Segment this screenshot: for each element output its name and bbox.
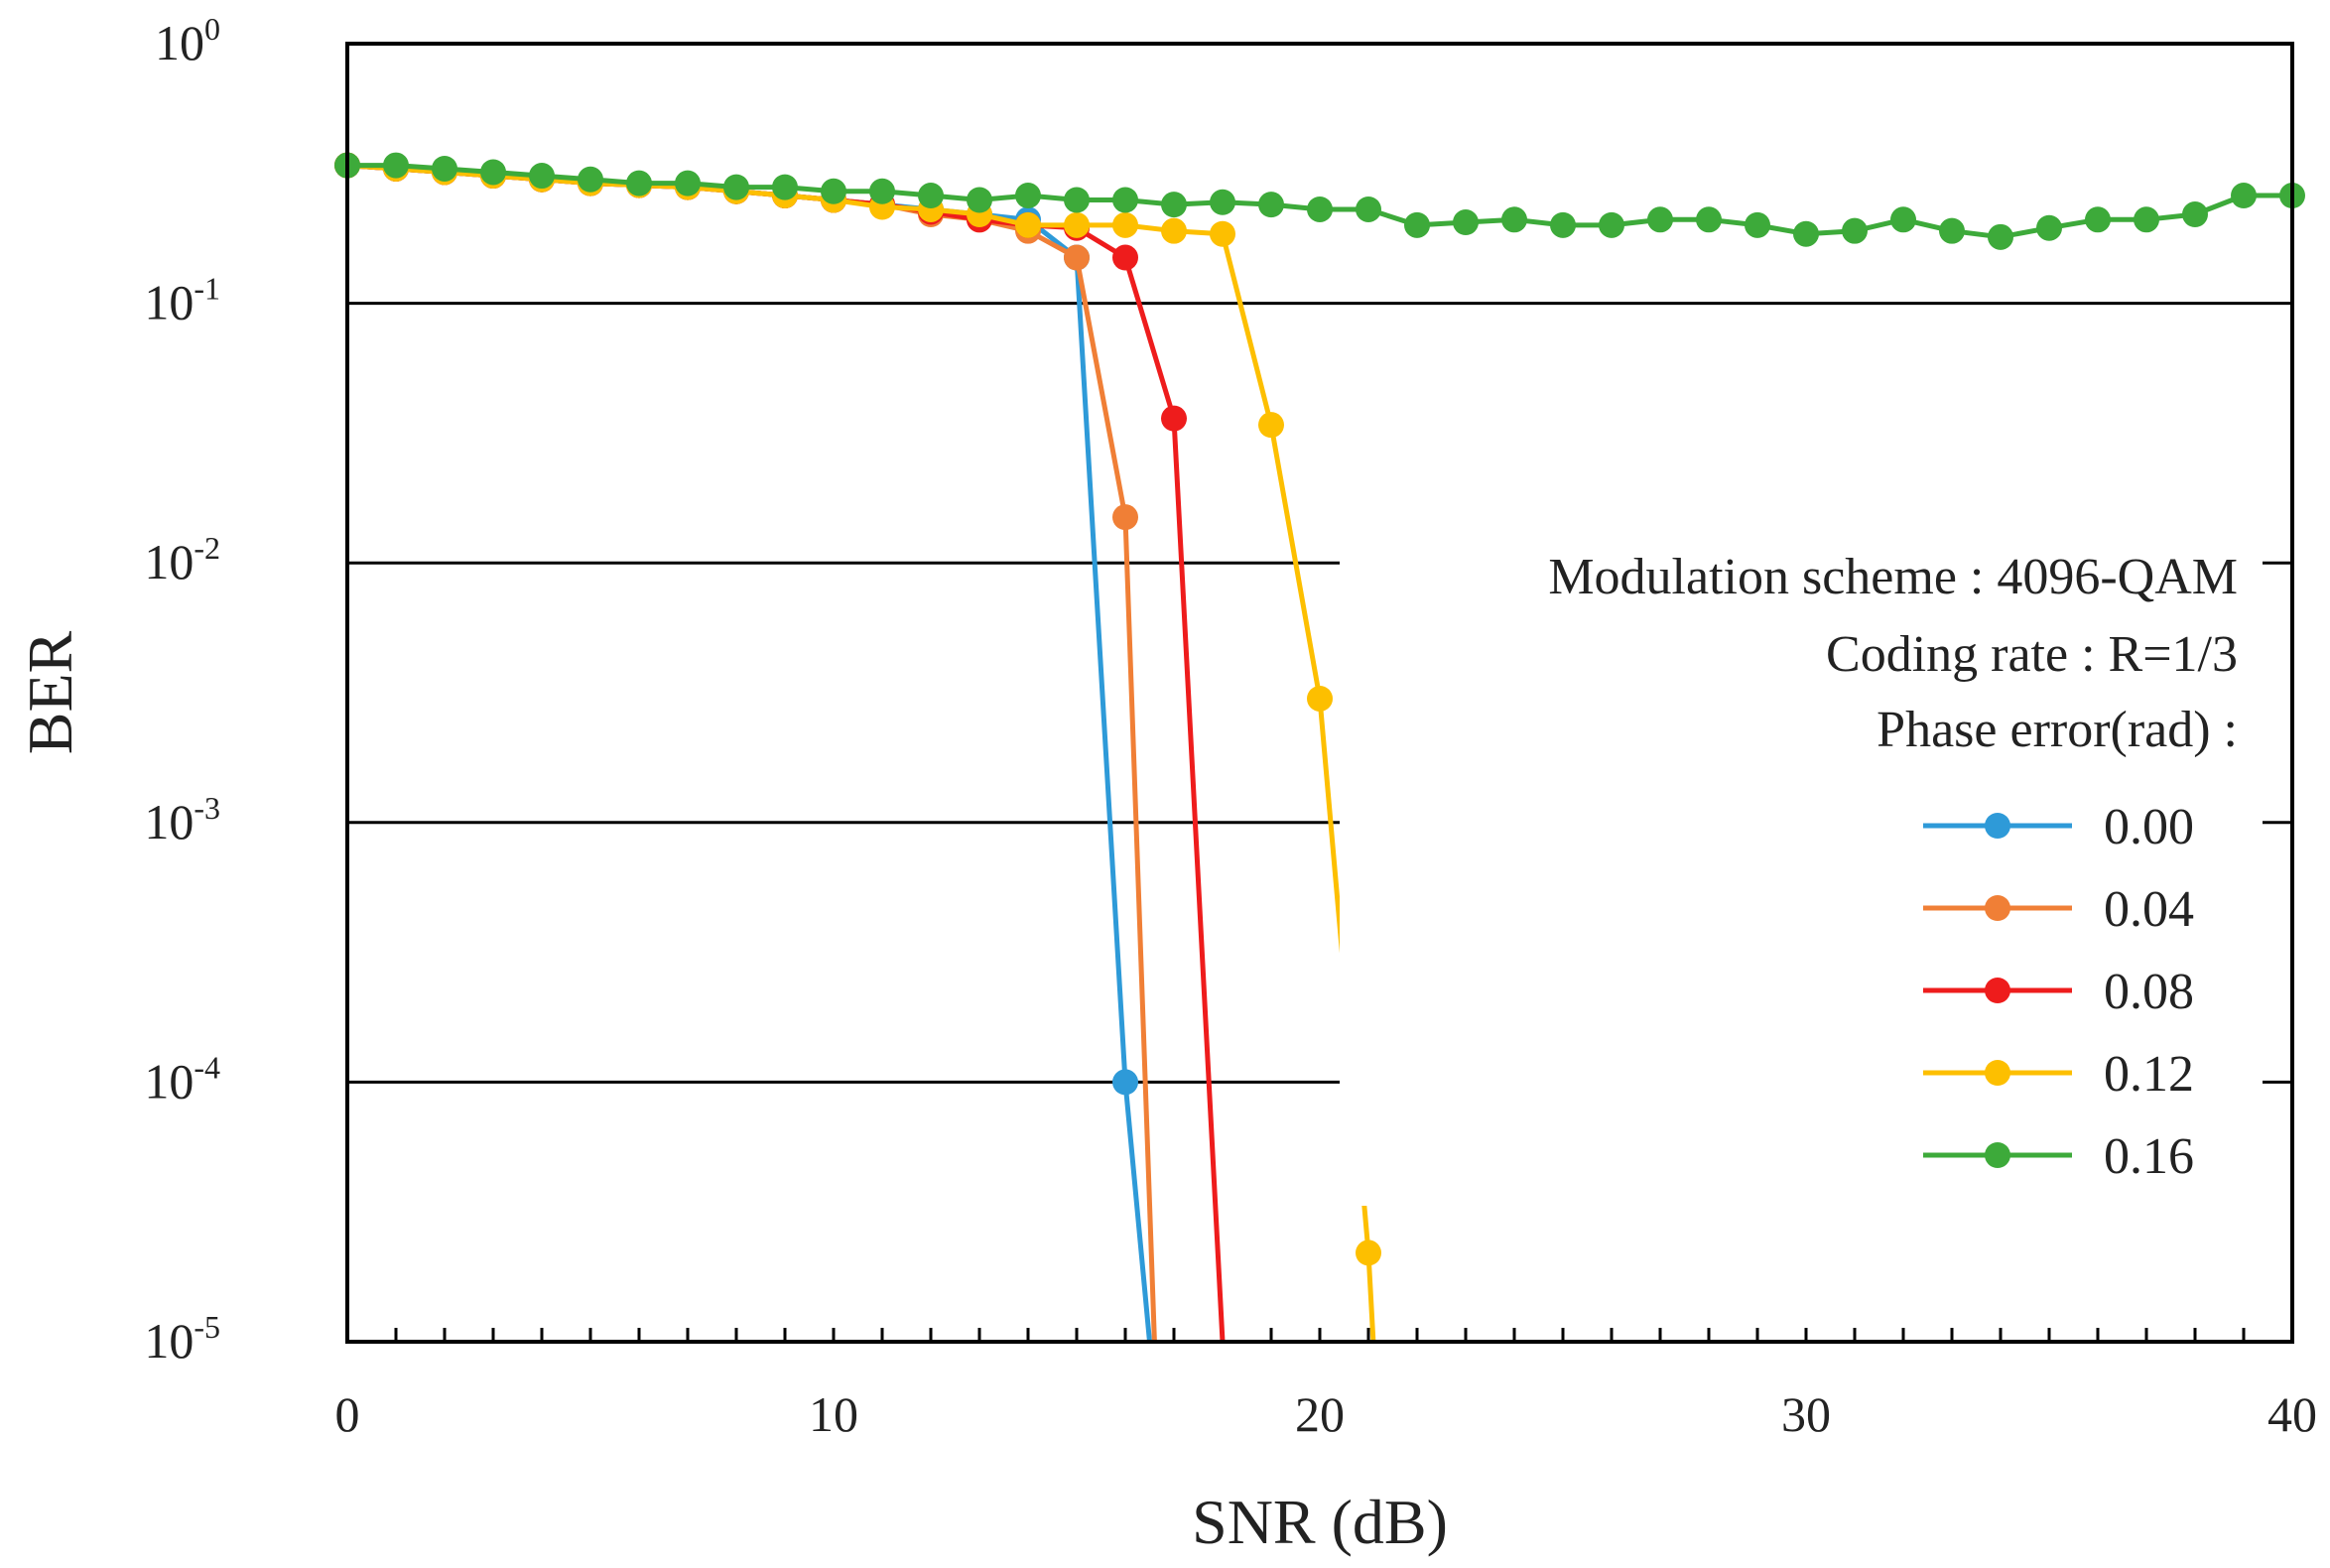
legend-label: 0.16 — [2104, 1128, 2194, 1185]
x-tick-label: 0 — [335, 1386, 360, 1442]
axis-ticks — [345, 1328, 2294, 1342]
data-point — [1307, 685, 1333, 712]
data-point — [967, 187, 992, 213]
legend-item: 0.16 — [1923, 1128, 2194, 1185]
legend-label: 0.08 — [2104, 964, 2194, 1020]
data-point — [1161, 217, 1187, 244]
data-point — [1064, 187, 1090, 213]
data-point — [1112, 187, 1138, 213]
data-point — [1404, 211, 1430, 238]
series-line — [346, 163, 1376, 1343]
series-0.00 — [334, 152, 1152, 1343]
y-tick-label: 10-1 — [144, 271, 220, 330]
data-point — [1161, 405, 1187, 432]
legend-marker — [1985, 895, 2010, 921]
data-point — [480, 159, 506, 186]
series-0.04 — [334, 152, 1157, 1343]
legend-label: 0.12 — [2104, 1046, 2194, 1103]
data-point — [1307, 196, 1333, 222]
data-point — [1210, 220, 1235, 247]
data-point — [1112, 1069, 1138, 1096]
x-axis-title: SNR (dB) — [1192, 1487, 1448, 1557]
data-point — [1501, 206, 1527, 233]
legend-marker — [1985, 813, 2010, 839]
data-point — [1939, 217, 1965, 244]
data-point — [1745, 211, 1770, 238]
data-point — [918, 183, 944, 209]
data-point — [1988, 223, 2013, 250]
annotation-phase-error: Phase error(rad) : — [1877, 702, 2238, 758]
data-point — [1258, 192, 1284, 218]
data-point — [1356, 196, 1381, 222]
data-point — [578, 166, 603, 193]
data-point — [772, 174, 798, 200]
legend-item: 0.00 — [1923, 799, 2194, 855]
legend-item: 0.08 — [1923, 964, 2194, 1020]
x-tick-label: 10 — [809, 1386, 858, 1442]
legend-marker — [1985, 1142, 2010, 1168]
data-point — [529, 163, 555, 190]
legend-label: 0.00 — [2104, 799, 2194, 855]
legend-background — [1340, 531, 2263, 1206]
data-point — [1696, 206, 1722, 233]
data-point — [1112, 211, 1138, 238]
data-point — [432, 155, 457, 182]
series-0.16 — [334, 152, 2305, 250]
x-tick-label: 40 — [2267, 1386, 2317, 1442]
legend-marker — [1985, 978, 2010, 1003]
data-point — [2182, 201, 2208, 228]
data-point — [1842, 217, 1868, 244]
x-tick-labels: 0 10 20 30 40 — [335, 1386, 2318, 1442]
legend-item: 0.04 — [1923, 881, 2194, 938]
y-tick-label: 10-5 — [144, 1309, 220, 1369]
data-point — [2085, 206, 2111, 233]
series-line — [346, 163, 1157, 1343]
data-point — [1356, 1240, 1381, 1266]
annotation-modulation: Modulation scheme : 4096-QAM — [1548, 549, 2238, 605]
data-point — [2134, 206, 2159, 233]
data-point — [1258, 412, 1284, 439]
series-0.12 — [334, 152, 1381, 1343]
data-point — [1890, 206, 1916, 233]
y-tick-label: 100 — [155, 11, 220, 70]
x-tick-label: 20 — [1295, 1386, 1345, 1442]
x-tick-label: 30 — [1781, 1386, 1831, 1442]
legend: 0.00 0.04 0.08 0.12 0.16 — [1923, 799, 2194, 1185]
series-line — [346, 163, 1152, 1343]
data-point — [1453, 209, 1479, 236]
data-point — [1550, 211, 1576, 238]
y-tick-label: 10-3 — [144, 790, 220, 849]
data-point — [626, 170, 652, 196]
data-point — [1015, 183, 1041, 209]
data-point — [1793, 220, 1819, 247]
data-point — [2036, 214, 2062, 241]
data-point — [1647, 206, 1673, 233]
legend-item: 0.12 — [1923, 1046, 2194, 1103]
legend-marker — [1985, 1060, 2010, 1086]
data-point — [821, 178, 846, 204]
data-point — [1064, 211, 1090, 238]
data-point — [1064, 244, 1090, 271]
series-lines — [334, 152, 2305, 1343]
y-axis-title: BER — [15, 630, 85, 754]
data-point — [383, 152, 409, 179]
data-point — [1210, 189, 1235, 215]
data-point — [1599, 211, 1624, 238]
plot-frame — [345, 42, 2294, 1344]
y-tick-label: 10-2 — [144, 530, 220, 589]
y-tick-labels: 100 10-1 10-2 10-3 10-4 10-5 — [144, 11, 220, 1369]
annotation-coding-rate: Coding rate : R=1/3 — [1826, 626, 2238, 683]
data-point — [1015, 211, 1041, 238]
data-point — [1112, 504, 1138, 531]
data-point — [1112, 244, 1138, 271]
data-point — [2231, 183, 2257, 209]
legend-label: 0.04 — [2104, 881, 2194, 938]
data-point — [869, 178, 895, 204]
data-point — [675, 170, 701, 196]
data-point — [723, 174, 749, 200]
data-point — [1161, 192, 1187, 218]
y-tick-label: 10-4 — [144, 1049, 220, 1109]
